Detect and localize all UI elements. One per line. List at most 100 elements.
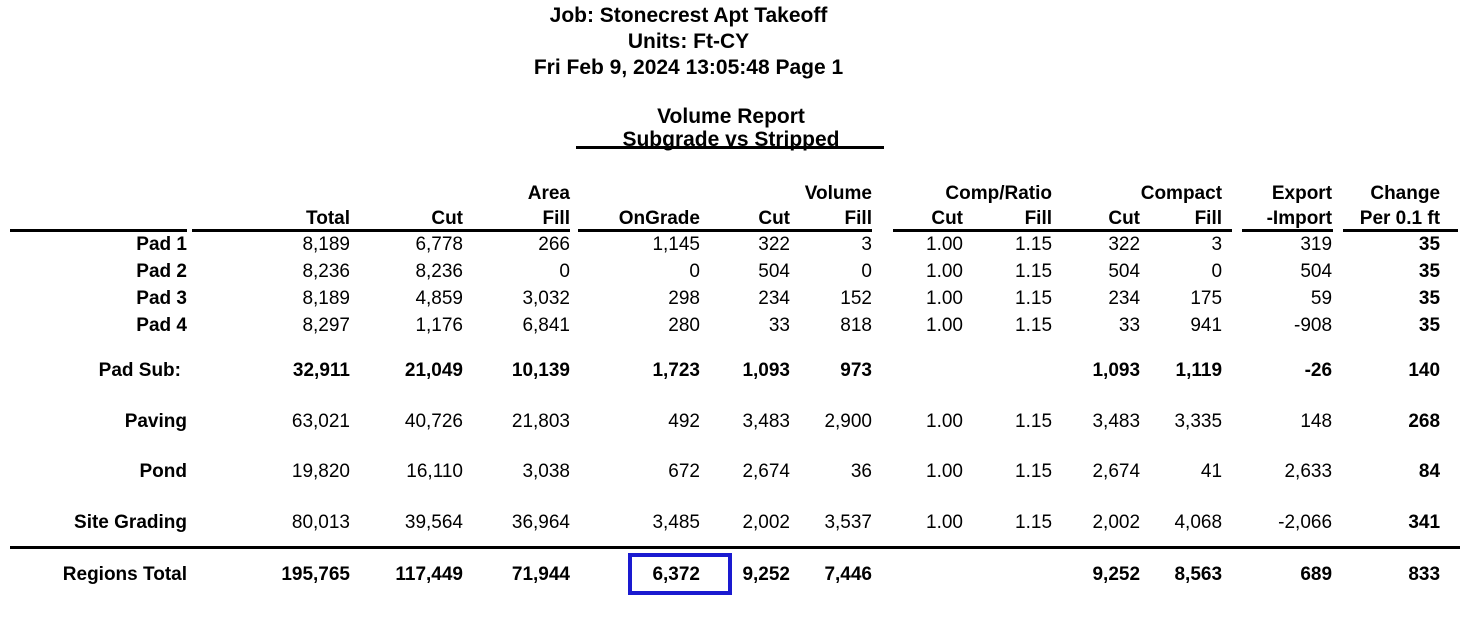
cell-area-cut: 8,236: [415, 260, 463, 282]
cell-volume-cut: 2,002: [742, 511, 790, 533]
cell-volume-fill: 36: [850, 460, 872, 482]
cell-area-cut: 4,859: [415, 287, 463, 309]
spacer-row: [8, 384, 1462, 408]
cell-volume-cut: 234: [758, 287, 790, 309]
cell-area-fill: 21,803: [511, 410, 570, 432]
cell-ongrade: 298: [668, 287, 700, 309]
cell-export-import: -2,066: [1278, 511, 1333, 533]
cell-area-cut: 39,564: [404, 511, 463, 533]
cell-ongrade: 672: [668, 460, 700, 482]
cell-ratio-fill: [963, 561, 1052, 588]
cell-area-fill: 71,944: [511, 563, 570, 585]
row-end-spacer: [1440, 231, 1462, 258]
report-title: Volume Report Subgrade vs Stripped: [0, 105, 1462, 151]
cell-compact-cut: 504: [1108, 260, 1141, 282]
cell-ratio-fill: 1.15: [1015, 314, 1053, 336]
cell-ongrade: 280: [668, 314, 700, 336]
cell-volume-cut: 2,674: [742, 460, 790, 482]
cell-export-import: -26: [1304, 359, 1333, 381]
cell-area-fill: 0: [559, 260, 570, 282]
cell-volume-fill: 3: [861, 233, 872, 255]
cell-ratio-fill: 1.15: [1015, 260, 1053, 282]
col-export-import: -Import: [1266, 207, 1333, 229]
row-label: Pad 4: [136, 314, 187, 336]
column-header-row: Total Cut Fill OnGrade Cut Fill Cut Fill…: [8, 206, 1462, 231]
group-comp-ratio: Comp/Ratio: [945, 182, 1053, 204]
table-row: Pad 2 8,236 8,236 0 0 504 0 1.00 1.15 504 0 504 35: [8, 258, 1462, 285]
col-area-fill: Fill: [542, 207, 570, 229]
cell-compact-cut: 234: [1108, 287, 1141, 309]
cell-export-import: 319: [1300, 233, 1333, 255]
cell-area-cut: 1,176: [415, 314, 463, 336]
cell-ratio-fill: 1.15: [1015, 287, 1053, 309]
row-end-spacer: [1440, 408, 1462, 435]
volume-table: Area Volume Comp/Ratio Compact Export Ch…: [8, 181, 1462, 588]
cell-change-per-0-1-ft: 140: [1408, 359, 1441, 381]
cell-ratio-fill: 1.15: [1015, 460, 1053, 482]
header-rule-import: [1242, 229, 1333, 232]
col-change-per: Per 0.1 ft: [1359, 207, 1441, 229]
cell-ratio-fill: 1.15: [1015, 410, 1053, 432]
units-line: Units: Ft-CY: [627, 30, 750, 53]
group-area: Area: [527, 182, 570, 204]
cell-ratio-cut: [872, 561, 963, 588]
cell-ratio-cut: 1.00: [926, 314, 963, 336]
cell-volume-fill: 3,537: [824, 511, 872, 533]
cell-volume-fill: 818: [840, 314, 872, 336]
cell-volume-cut: 3,483: [742, 410, 790, 432]
row-label: Regions Total: [62, 563, 187, 585]
cell-area-total: 8,189: [302, 233, 350, 255]
spacer-row: [8, 339, 1462, 357]
col-compact-cut: Cut: [1108, 207, 1141, 229]
cell-ratio-cut: 1.00: [926, 460, 963, 482]
col-compact-fill: Fill: [1194, 207, 1223, 229]
cell-volume-cut: 1,093: [742, 359, 790, 381]
cell-compact-cut: 1,093: [1092, 359, 1141, 381]
cell-compact-fill: 41: [1200, 460, 1223, 482]
cell-change-per-0-1-ft: 341: [1408, 511, 1441, 533]
title-underline: [576, 146, 884, 149]
cell-area-total: 63,021: [291, 410, 350, 432]
cell-area-fill: 10,139: [511, 359, 570, 381]
total-rule: [10, 546, 1460, 549]
cell-compact-fill: 0: [1211, 260, 1223, 282]
report-title-line1: Volume Report: [657, 105, 805, 128]
cell-ratio-cut: 1.00: [926, 511, 963, 533]
col-total: Total: [306, 207, 350, 229]
cell-ratio-cut: 1.00: [926, 233, 963, 255]
row-end-spacer: [1440, 357, 1462, 384]
col-ratio-fill: Fill: [1024, 207, 1053, 229]
cell-export-import: 689: [1300, 563, 1333, 585]
cell-compact-cut: 3,483: [1092, 410, 1141, 432]
col-volume-cut: Cut: [758, 207, 790, 229]
cell-area-cut: 16,110: [406, 460, 463, 482]
cell-area-total: 80,013: [291, 511, 350, 533]
row-label: Site Grading: [74, 511, 187, 533]
cell-compact-fill: 941: [1190, 314, 1223, 336]
cell-area-total: 195,765: [281, 563, 350, 585]
spacer-row: [8, 485, 1462, 509]
cell-ongrade: 6,372: [652, 563, 700, 585]
cell-export-import: 2,633: [1284, 460, 1333, 482]
group-compact: Compact: [1140, 182, 1223, 204]
group-blank: [8, 181, 187, 206]
cell-compact-fill: 175: [1190, 287, 1223, 309]
cell-area-cut: 40,726: [404, 410, 463, 432]
col-ongrade: OnGrade: [618, 207, 700, 229]
table-row: Regions Total 195,765 117,449 71,944 6,372 9,…: [8, 561, 1462, 588]
cell-compact-fill: 4,068: [1174, 511, 1223, 533]
cell-compact-fill: 3: [1211, 233, 1223, 255]
header-rule-ongrade-volume: [578, 229, 872, 232]
cell-area-cut: 6,778: [415, 233, 463, 255]
cell-ratio-cut: 1.00: [926, 260, 963, 282]
cell-volume-fill: 973: [840, 359, 872, 381]
cell-ratio-cut: 1.00: [926, 410, 963, 432]
group-change: Change: [1370, 182, 1441, 204]
cell-volume-fill: 152: [840, 287, 872, 309]
cell-export-import: 148: [1300, 410, 1333, 432]
cell-volume-cut: 9,252: [742, 563, 790, 585]
cell-area-total: 32,911: [292, 359, 350, 381]
report-table-body: Pad 1 8,189 6,778 266 1,145 322 3 1.00 1.15 322 3 3…: [8, 231, 1462, 588]
cell-ratio-fill: 1.15: [1015, 233, 1053, 255]
cell-ongrade: 1,723: [652, 359, 700, 381]
